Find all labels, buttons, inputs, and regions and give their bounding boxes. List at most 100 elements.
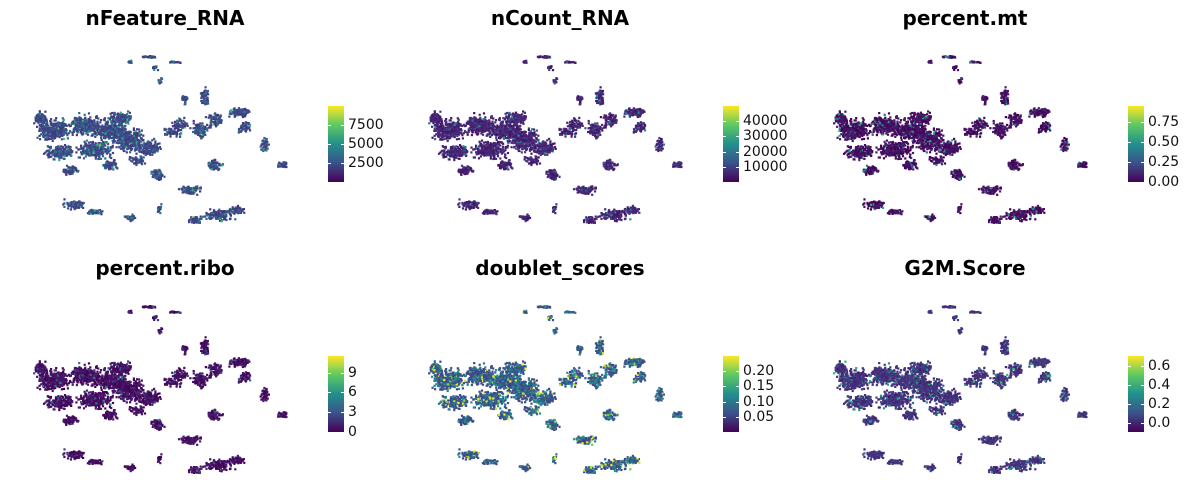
umap-cell-point <box>37 121 40 124</box>
umap-cell-point <box>234 109 237 112</box>
umap-cell-point <box>130 59 133 62</box>
umap-cell-point <box>267 143 270 146</box>
umap-cell-point <box>470 146 473 149</box>
umap-cell-point <box>47 131 50 134</box>
umap-cell-point <box>248 110 251 113</box>
umap-cell-point <box>533 130 536 134</box>
umap-cell-point <box>218 119 221 123</box>
umap-cell-point <box>452 135 455 138</box>
umap-cell-point <box>137 128 141 131</box>
umap-cell-point <box>108 163 111 166</box>
umap-cell-point <box>48 154 51 157</box>
umap-cell-point <box>112 141 115 144</box>
umap-cell-point <box>91 129 94 132</box>
umap-cell-point <box>135 156 138 160</box>
umap-cell-point <box>192 189 195 192</box>
umap-cell-point <box>439 125 442 128</box>
umap-cell-point <box>94 157 97 160</box>
umap-cell-point <box>434 138 437 141</box>
umap-cell-point <box>101 155 105 158</box>
umap-cell-point <box>200 128 203 131</box>
umap-cell-point <box>240 125 243 128</box>
umap-cell-point <box>127 147 130 150</box>
umap-cell-point <box>507 120 510 123</box>
umap-cell-point <box>70 201 73 204</box>
umap-cell-point <box>209 126 212 129</box>
umap-cell-point <box>68 147 71 150</box>
umap-cell-point <box>193 216 196 219</box>
umap-cell-point <box>96 143 99 146</box>
umap-cell-point <box>67 172 71 175</box>
umap-cell-point <box>183 126 187 129</box>
umap-cell-point <box>232 108 235 111</box>
umap-cell-point <box>141 144 144 148</box>
umap-cell-point <box>449 131 452 134</box>
umap-cell-point <box>76 119 79 122</box>
umap-cell-point <box>61 117 64 120</box>
umap-cell-point <box>494 121 497 124</box>
umap-cell-point <box>65 172 68 175</box>
umap-cell-point <box>516 127 519 130</box>
umap-cell-point <box>135 159 138 162</box>
umap-cell-point <box>115 146 118 149</box>
umap-cell-point <box>159 212 162 215</box>
umap-cell-point <box>110 121 113 124</box>
umap-cell-point <box>127 145 130 148</box>
umap-cell-point <box>66 150 69 153</box>
umap-cell-point <box>121 114 124 117</box>
umap-cell-point <box>81 124 84 127</box>
umap-cell-point <box>92 150 95 153</box>
umap-cell-point <box>457 120 460 124</box>
umap-cell-point <box>138 130 141 134</box>
umap-cell-point <box>99 131 102 134</box>
umap-cell-point <box>529 130 532 133</box>
umap-cell-point <box>529 140 532 143</box>
umap-cell-point <box>236 210 239 213</box>
umap-cell-point <box>50 120 53 123</box>
umap-cell-point <box>78 116 81 119</box>
umap-cell-point <box>152 55 155 58</box>
umap-cell-point <box>219 164 222 167</box>
umap-cell-point <box>210 212 214 215</box>
umap-cell-point <box>231 206 234 209</box>
umap-cell-point <box>531 139 535 142</box>
umap-cell-point <box>529 147 532 151</box>
umap-cell-point <box>480 145 483 148</box>
umap-cell-point <box>95 122 98 125</box>
umap-cell-point <box>231 211 234 214</box>
umap-cell-point <box>101 140 105 144</box>
umap-cell-point <box>106 141 109 144</box>
umap-cell-point <box>263 136 266 140</box>
umap-cell-point <box>94 209 97 212</box>
umap-cell-point <box>61 131 64 134</box>
umap-cell-point <box>159 147 162 150</box>
umap-cell-point <box>116 113 119 116</box>
umap-cell-point <box>104 134 107 137</box>
umap-cell-point <box>62 151 65 154</box>
umap-cell-point <box>201 126 204 130</box>
umap-cell-point <box>46 128 49 131</box>
umap-cell-point <box>509 122 512 126</box>
umap-cell-point <box>200 92 203 95</box>
umap-cell-point <box>127 141 130 144</box>
umap-cell-point <box>128 132 131 136</box>
umap-cell-point <box>457 130 460 133</box>
umap-cell-point <box>480 121 483 124</box>
umap-cell-point <box>121 126 124 129</box>
umap-cell-point <box>451 131 454 134</box>
umap-cell-point <box>154 140 157 143</box>
umap-cell-point <box>503 126 506 129</box>
umap-cell-point <box>114 128 117 131</box>
umap-cell-point <box>37 115 40 118</box>
umap-cell-point <box>75 146 78 149</box>
umap-cell-point <box>80 201 83 204</box>
umap-cell-point <box>242 127 245 130</box>
umap-cell-point <box>43 115 46 118</box>
umap-cell-point <box>113 132 116 135</box>
umap-cell-point <box>146 145 149 148</box>
umap-cell-point <box>481 129 484 133</box>
umap-cell-point <box>93 154 96 157</box>
umap-cell-point <box>149 55 152 58</box>
umap-cell-point <box>204 101 207 104</box>
umap-cell-point <box>216 217 219 220</box>
